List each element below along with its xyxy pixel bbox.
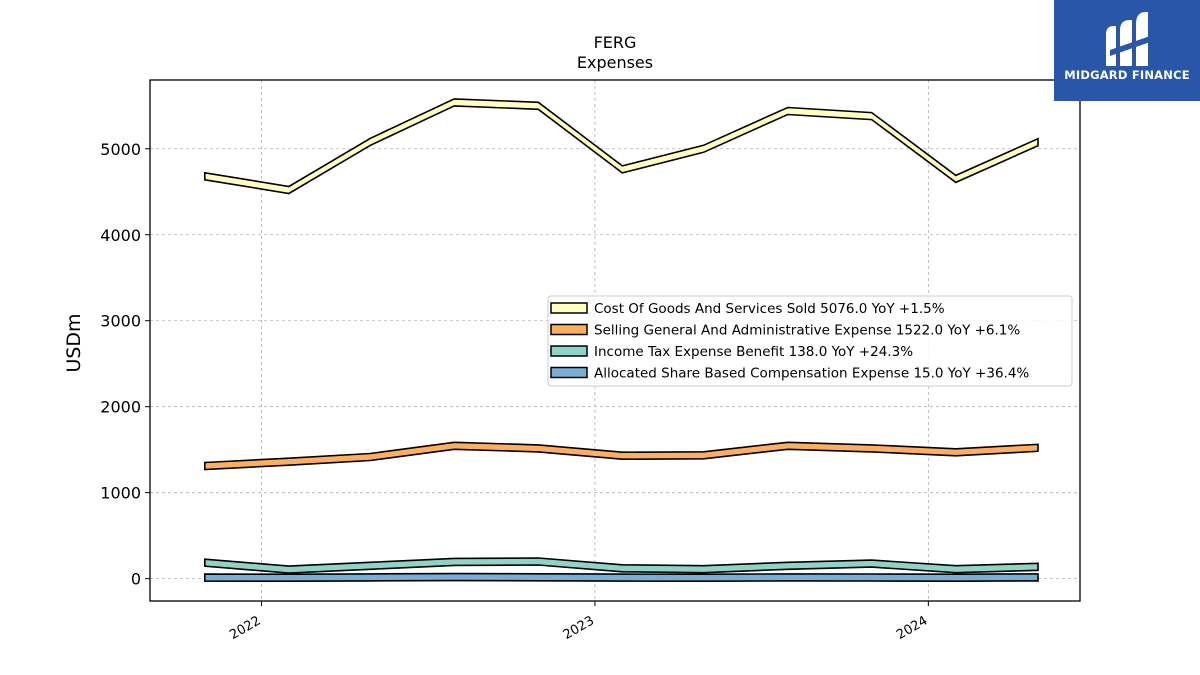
plot-frame — [149, 79, 1081, 602]
series-band-0 — [204, 98, 1039, 195]
legend-box — [547, 295, 1073, 387]
series-bands — [204, 98, 1039, 583]
logo-mark-icon — [1106, 12, 1150, 66]
chart-title: FERG — [594, 33, 637, 52]
y-axis-label: USDm — [63, 313, 85, 372]
legend-swatch — [550, 345, 588, 357]
legend-swatch — [550, 366, 588, 379]
y-tick-label: 3000 — [100, 312, 141, 331]
y-tick-label: 1000 — [100, 484, 141, 503]
legend-swatch — [550, 323, 588, 336]
series-band-1 — [204, 441, 1039, 471]
chart-subtitle: Expenses — [577, 53, 653, 72]
y-tick-label: 2000 — [100, 398, 141, 417]
y-tick-label: 0 — [131, 570, 141, 589]
logo-text: MIDGARD FINANCE — [1064, 68, 1190, 82]
y-tick-label: 4000 — [100, 226, 141, 245]
legend: Cost Of Goods And Services Sold 5076.0 Y… — [547, 295, 1073, 387]
x-tick-label: 2022 — [227, 613, 263, 643]
legend-label: Allocated Share Based Compensation Expen… — [594, 366, 1029, 382]
series-band-2 — [204, 557, 1039, 574]
legend-label: Cost Of Goods And Services Sold 5076.0 Y… — [594, 301, 945, 317]
y-tick-label: 5000 — [100, 140, 141, 159]
legend-label: Income Tax Expense Benefit 138.0 YoY +24… — [594, 344, 913, 360]
x-tick-label: 2023 — [561, 613, 597, 643]
legend-label: Selling General And Administrative Expen… — [594, 323, 1020, 339]
x-tick-label: 2024 — [894, 613, 930, 643]
series-band-3 — [204, 572, 1039, 583]
midgard-finance-logo: MIDGARD FINANCE — [1054, 0, 1200, 101]
legend-swatch — [550, 302, 588, 314]
